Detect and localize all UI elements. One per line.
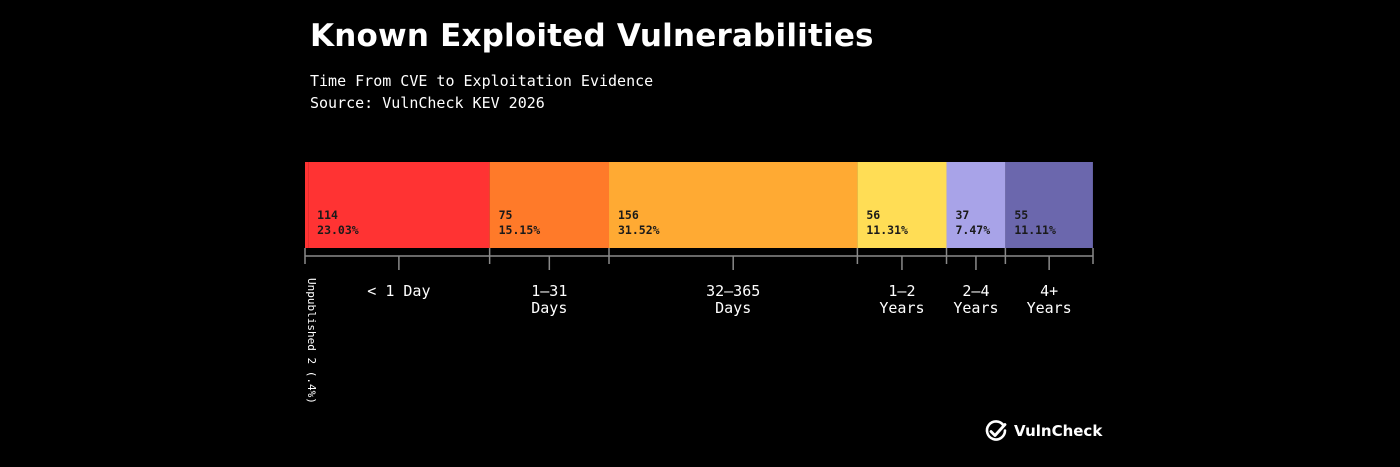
segment-percent-label-y2to4: 7.47% — [956, 223, 991, 237]
axis-label-d32to365-line2: Days — [715, 299, 751, 317]
axis-label-y1to2-line2: Years — [879, 299, 924, 317]
axis-label-y1to2: 1–2 — [888, 282, 915, 300]
axis-label-y4plus: 4+ — [1040, 282, 1058, 300]
axis-label-d1to31-line2: Days — [531, 299, 567, 317]
segment-value-label-y4plus: 55 — [1014, 208, 1028, 222]
segment-value-label-y2to4: 37 — [956, 208, 970, 222]
segment-value-label-y1to2: 56 — [866, 208, 880, 222]
bar-segment-lt1day — [308, 162, 490, 248]
vulncheck-logo: VulnCheck — [984, 419, 1102, 443]
bar-segment-y4plus — [1005, 162, 1093, 248]
bar-segment-d1to31 — [489, 162, 610, 248]
bar-segment-y2to4 — [946, 162, 1006, 248]
axis-label-lt1day: < 1 Day — [367, 282, 430, 300]
axis-label-y2to4-line2: Years — [953, 299, 998, 317]
chart-source: Source: VulnCheck KEV 2026 — [310, 94, 545, 112]
bar-segment-y1to2 — [857, 162, 947, 248]
axis-label-unpublished: Unpublished 2 (.4%) — [305, 278, 318, 404]
segment-percent-label-d32to365: 31.52% — [618, 223, 660, 237]
chart-title: Known Exploited Vulnerabilities — [310, 18, 874, 54]
chart-subtitle: Time From CVE to Exploitation Evidence — [310, 72, 654, 90]
bar-segment-unpublished — [305, 162, 309, 248]
axis-label-d1to31: 1–31 — [531, 282, 567, 300]
segment-percent-label-y4plus: 11.11% — [1014, 223, 1056, 237]
axis-label-y4plus-line2: Years — [1027, 299, 1072, 317]
segment-percent-label-d1to31: 15.15% — [499, 223, 541, 237]
axis-label-y2to4: 2–4 — [962, 282, 989, 300]
segment-value-label-lt1day: 114 — [317, 208, 338, 222]
axis-label-d32to365: 32–365 — [706, 282, 760, 300]
segment-percent-label-lt1day: 23.03% — [317, 223, 359, 237]
segment-value-label-d1to31: 75 — [499, 208, 513, 222]
checkmark-circle-icon — [985, 420, 1007, 441]
segment-value-label-d32to365: 156 — [618, 208, 639, 222]
logo-text: VulnCheck — [1014, 422, 1103, 440]
bar-segment-d32to365 — [609, 162, 858, 248]
segment-percent-label-y1to2: 11.31% — [866, 223, 908, 237]
